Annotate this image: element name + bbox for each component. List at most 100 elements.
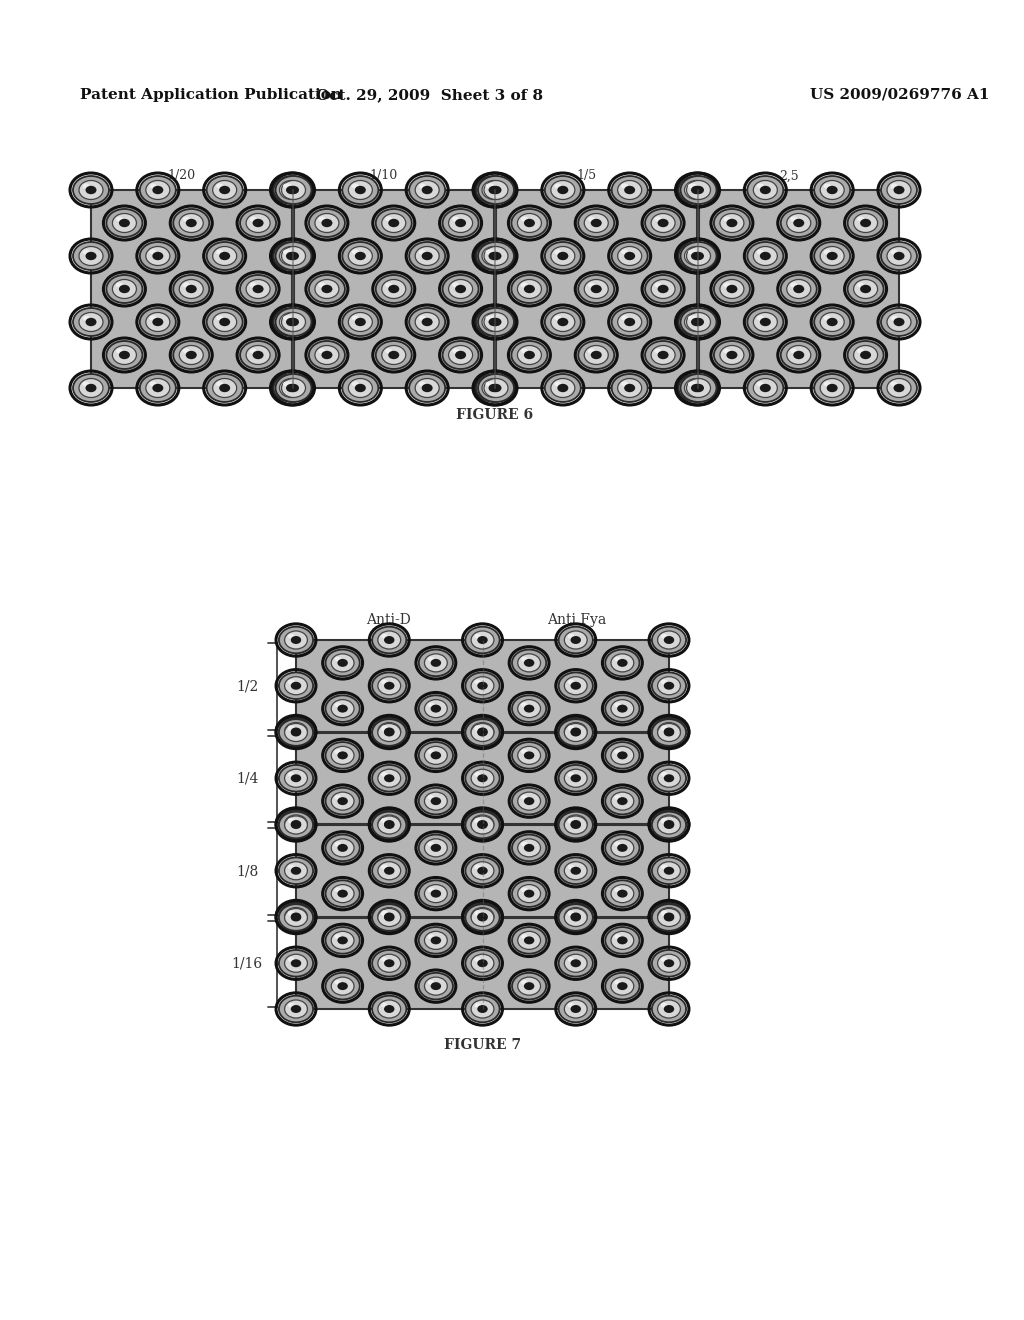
- Ellipse shape: [484, 247, 508, 265]
- Ellipse shape: [760, 318, 771, 326]
- Ellipse shape: [207, 176, 243, 205]
- Ellipse shape: [688, 315, 695, 321]
- Text: 1/8: 1/8: [236, 865, 258, 878]
- Ellipse shape: [482, 181, 506, 199]
- Ellipse shape: [881, 374, 918, 403]
- Ellipse shape: [291, 960, 301, 968]
- Ellipse shape: [250, 282, 257, 288]
- Ellipse shape: [625, 252, 635, 260]
- Ellipse shape: [449, 214, 473, 232]
- Ellipse shape: [273, 242, 309, 271]
- Ellipse shape: [681, 176, 717, 205]
- Ellipse shape: [521, 657, 527, 661]
- Ellipse shape: [485, 315, 493, 321]
- Ellipse shape: [664, 913, 674, 921]
- Ellipse shape: [660, 865, 668, 870]
- Ellipse shape: [378, 1001, 400, 1018]
- Ellipse shape: [567, 957, 574, 962]
- Ellipse shape: [372, 627, 407, 653]
- Ellipse shape: [378, 722, 400, 741]
- Ellipse shape: [605, 973, 639, 999]
- Ellipse shape: [512, 649, 546, 676]
- Ellipse shape: [465, 950, 500, 977]
- Text: Anti-D: Anti-D: [367, 612, 411, 627]
- Ellipse shape: [291, 775, 301, 783]
- Ellipse shape: [611, 932, 634, 949]
- Ellipse shape: [679, 308, 715, 337]
- Ellipse shape: [471, 816, 494, 834]
- Ellipse shape: [559, 995, 593, 1022]
- Ellipse shape: [173, 275, 209, 304]
- Ellipse shape: [488, 186, 500, 194]
- Ellipse shape: [814, 176, 850, 205]
- Ellipse shape: [684, 247, 709, 265]
- Ellipse shape: [660, 772, 668, 777]
- Ellipse shape: [442, 209, 478, 238]
- Ellipse shape: [280, 247, 303, 265]
- Ellipse shape: [748, 242, 783, 271]
- Ellipse shape: [279, 950, 313, 977]
- Ellipse shape: [654, 348, 662, 354]
- Ellipse shape: [588, 216, 595, 222]
- Ellipse shape: [106, 209, 142, 238]
- Ellipse shape: [286, 384, 297, 392]
- Ellipse shape: [611, 884, 634, 903]
- Ellipse shape: [378, 908, 400, 927]
- Ellipse shape: [757, 315, 764, 321]
- Ellipse shape: [384, 912, 394, 920]
- Ellipse shape: [279, 903, 313, 929]
- Ellipse shape: [559, 719, 593, 746]
- Ellipse shape: [585, 280, 608, 298]
- Ellipse shape: [471, 862, 494, 879]
- Ellipse shape: [625, 186, 635, 194]
- Ellipse shape: [657, 722, 680, 741]
- Ellipse shape: [381, 726, 388, 731]
- Ellipse shape: [651, 214, 675, 232]
- Ellipse shape: [881, 176, 918, 205]
- Ellipse shape: [79, 247, 103, 265]
- Ellipse shape: [425, 884, 447, 903]
- Ellipse shape: [651, 346, 675, 364]
- Ellipse shape: [326, 834, 359, 861]
- Ellipse shape: [720, 214, 743, 232]
- Ellipse shape: [476, 308, 512, 337]
- Ellipse shape: [240, 275, 276, 304]
- Ellipse shape: [381, 818, 388, 822]
- Ellipse shape: [517, 346, 542, 364]
- Ellipse shape: [285, 814, 307, 833]
- Ellipse shape: [385, 348, 392, 354]
- Ellipse shape: [714, 341, 750, 370]
- Ellipse shape: [723, 348, 730, 354]
- Ellipse shape: [288, 865, 295, 870]
- Ellipse shape: [657, 814, 680, 833]
- Ellipse shape: [564, 1001, 587, 1018]
- Ellipse shape: [431, 705, 441, 713]
- Ellipse shape: [657, 907, 680, 925]
- Ellipse shape: [378, 816, 400, 834]
- Ellipse shape: [422, 318, 433, 326]
- Ellipse shape: [657, 1001, 680, 1018]
- Ellipse shape: [384, 727, 394, 735]
- Ellipse shape: [487, 183, 495, 189]
- Ellipse shape: [660, 1003, 668, 1007]
- Ellipse shape: [253, 285, 263, 293]
- Ellipse shape: [428, 935, 434, 939]
- Ellipse shape: [564, 723, 587, 742]
- Ellipse shape: [554, 315, 561, 321]
- Ellipse shape: [73, 374, 109, 403]
- Ellipse shape: [611, 746, 634, 764]
- Ellipse shape: [378, 954, 400, 973]
- Ellipse shape: [384, 636, 394, 644]
- Ellipse shape: [524, 797, 535, 805]
- Ellipse shape: [335, 750, 341, 754]
- Ellipse shape: [490, 252, 502, 260]
- Ellipse shape: [881, 242, 918, 271]
- Ellipse shape: [282, 379, 305, 397]
- Ellipse shape: [686, 313, 711, 331]
- Ellipse shape: [484, 181, 508, 199]
- Ellipse shape: [564, 814, 587, 833]
- Ellipse shape: [331, 746, 354, 764]
- Ellipse shape: [207, 374, 243, 403]
- Ellipse shape: [381, 911, 388, 915]
- Ellipse shape: [431, 797, 441, 805]
